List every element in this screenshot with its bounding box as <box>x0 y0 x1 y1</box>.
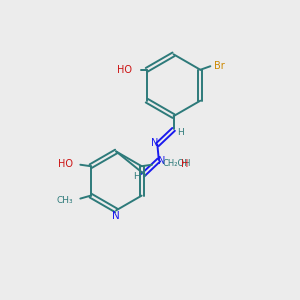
Text: H: H <box>133 172 140 181</box>
Text: H: H <box>177 128 183 137</box>
Text: HO: HO <box>117 65 132 75</box>
Text: CH₂OH: CH₂OH <box>163 159 191 168</box>
Text: N: N <box>158 157 165 166</box>
Text: N: N <box>151 138 159 148</box>
Text: CH₃: CH₃ <box>56 196 73 206</box>
Text: HO: HO <box>58 159 73 169</box>
Text: N: N <box>112 211 120 221</box>
Text: H: H <box>182 159 189 169</box>
Text: Br: Br <box>214 61 225 71</box>
